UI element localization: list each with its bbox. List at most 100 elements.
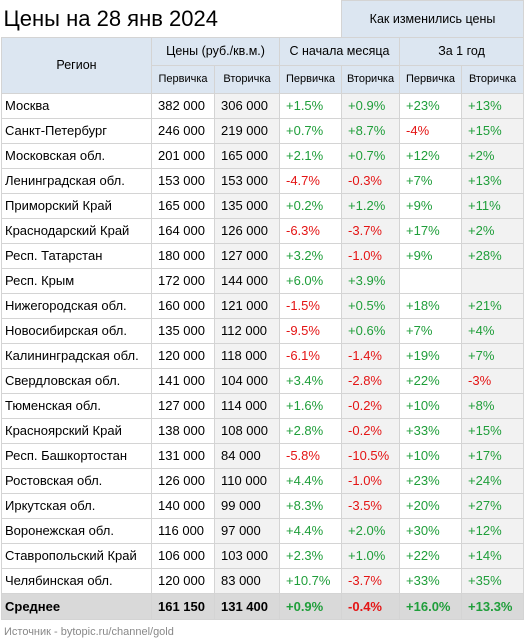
value-cell: 120 000 [151, 567, 215, 594]
subcolumn-header: Первичка [278, 64, 343, 94]
value-cell: -1.0% [341, 242, 401, 269]
value-cell: 121 000 [214, 292, 280, 319]
value-cell: +3.2% [278, 242, 343, 269]
table-row: Приморский Край 165 000 135 000 +0.2% +1.2% +… [1, 192, 524, 219]
table-row: Иркутская обл. 140 000 99 000 +8.3% -3.5% +20… [1, 492, 524, 519]
value-cell: 180 000 [151, 242, 215, 269]
value-cell: 103 000 [214, 542, 280, 569]
table-row: Москва 382 000 306 000 +1.5% +0.9% +23% +13% [1, 92, 524, 119]
value-cell: +23% [399, 467, 463, 494]
region-cell: Респ. Татарстан [1, 242, 152, 269]
value-cell: 104 000 [214, 367, 280, 394]
value-cell: +35% [461, 567, 524, 594]
region-cell: Воронежская обл. [1, 517, 152, 544]
value-cell: +20% [399, 492, 463, 519]
value-cell: +16.0% [399, 592, 463, 620]
source: Источник - bytopic.ru/channel/gold [4, 625, 174, 638]
region-cell: Челябинская обл. [1, 567, 152, 594]
value-cell: +4% [461, 317, 524, 344]
value-cell: +4.4% [278, 467, 343, 494]
prices-header: Цены (руб./кв.м.) [151, 36, 280, 66]
value-cell: -10.5% [341, 442, 401, 469]
value-cell: +27% [461, 492, 524, 519]
value-cell [399, 267, 463, 294]
value-cell: 201 000 [151, 142, 215, 169]
value-cell: +2% [461, 142, 524, 169]
value-cell: 141 000 [151, 367, 215, 394]
table-row: Ростовская обл. 126 000 110 000 +4.4% -1.0% +… [1, 467, 524, 494]
value-cell: 161 150 [151, 592, 215, 620]
value-cell: 172 000 [151, 267, 215, 294]
table-row: Респ. Татарстан 180 000 127 000 +3.2% -1.0% +… [1, 242, 524, 269]
value-cell: 127 000 [214, 242, 280, 269]
value-cell: 120 000 [151, 342, 215, 369]
value-cell: +2.8% [278, 417, 343, 444]
value-cell: 97 000 [214, 517, 280, 544]
table-row: Санкт-Петербург 246 000 219 000 +0.7% +8.7% -… [1, 117, 524, 144]
value-cell: 160 000 [151, 292, 215, 319]
value-cell: +28% [461, 242, 524, 269]
value-cell: +11% [461, 192, 524, 219]
value-cell: +30% [399, 517, 463, 544]
value-cell: 127 000 [151, 392, 215, 419]
value-cell: +12% [399, 142, 463, 169]
value-cell: 112 000 [214, 317, 280, 344]
value-cell: +0.7% [278, 117, 343, 144]
value-cell: 246 000 [151, 117, 215, 144]
table-row: Тюменская обл. 127 000 114 000 +1.6% -0.2% +1… [1, 392, 524, 419]
value-cell: +18% [399, 292, 463, 319]
table-row: Краснодарский Край 164 000 126 000 -6.3% -3.… [1, 217, 524, 244]
value-cell: +33% [399, 417, 463, 444]
value-cell: +6.0% [278, 267, 343, 294]
value-cell: 135 000 [151, 317, 215, 344]
table-row: Респ. Крым 172 000 144 000 +6.0% +3.9% [1, 267, 524, 294]
value-cell: +24% [461, 467, 524, 494]
value-cell: +10.7% [278, 567, 343, 594]
value-cell: -9.5% [278, 317, 343, 344]
value-cell: 126 000 [151, 467, 215, 494]
value-cell: -0.2% [341, 392, 401, 419]
region-cell: Калининградская обл. [1, 342, 152, 369]
value-cell: 126 000 [214, 217, 280, 244]
table-row: Ставропольский Край 106 000 103 000 +2.3% +1… [1, 542, 524, 569]
value-cell: +13% [461, 92, 524, 119]
value-cell: 106 000 [151, 542, 215, 569]
table-row: Московская обл. 201 000 165 000 +2.1% +0.7% +… [1, 142, 524, 169]
value-cell: -3.7% [341, 567, 401, 594]
value-cell: 99 000 [214, 492, 280, 519]
value-cell: -4% [399, 117, 463, 144]
value-cell: -4.7% [278, 167, 343, 194]
value-cell: +14% [461, 542, 524, 569]
value-cell: -0.4% [341, 592, 401, 620]
value-cell: +15% [461, 417, 524, 444]
value-cell: +3.9% [341, 267, 401, 294]
table-row: Воронежская обл. 116 000 97 000 +4.4% +2.0% +… [1, 517, 524, 544]
region-header: Регион [1, 36, 152, 94]
region-cell: Респ. Крым [1, 267, 152, 294]
value-cell: +10% [399, 392, 463, 419]
value-cell: -2.8% [341, 367, 401, 394]
table-row: Среднее 161 150 131 400 +0.9% -0.4% +16.0% +13… [1, 592, 524, 620]
value-cell: -3.7% [341, 217, 401, 244]
region-cell: Тюменская обл. [1, 392, 152, 419]
value-cell: +12% [461, 517, 524, 544]
value-cell: +3.4% [278, 367, 343, 394]
value-cell: +1.6% [278, 392, 343, 419]
value-cell: +22% [399, 367, 463, 394]
region-cell: Среднее [1, 592, 152, 620]
table-row: Новосибирская обл. 135 000 112 000 -9.5% +0.… [1, 317, 524, 344]
region-cell: Нижегородская обл. [1, 292, 152, 319]
month-header: С начала месяца [278, 36, 401, 66]
table-row: Красноярский Край 138 000 108 000 +2.8% -0.2… [1, 417, 524, 444]
value-cell: -1.5% [278, 292, 343, 319]
value-cell: 116 000 [151, 517, 215, 544]
table-row: Ленинградская обл. 153 000 153 000 -4.7% -0.… [1, 167, 524, 194]
table-row: Нижегородская обл. 160 000 121 000 -1.5% +0.… [1, 292, 524, 319]
region-cell: Краснодарский Край [1, 217, 152, 244]
value-cell: +7% [399, 167, 463, 194]
value-cell: +1.0% [341, 542, 401, 569]
value-cell: +0.7% [341, 142, 401, 169]
subcolumn-header: Вторичка [214, 64, 280, 94]
value-cell: 84 000 [214, 442, 280, 469]
region-cell: Респ. Башкортостан [1, 442, 152, 469]
